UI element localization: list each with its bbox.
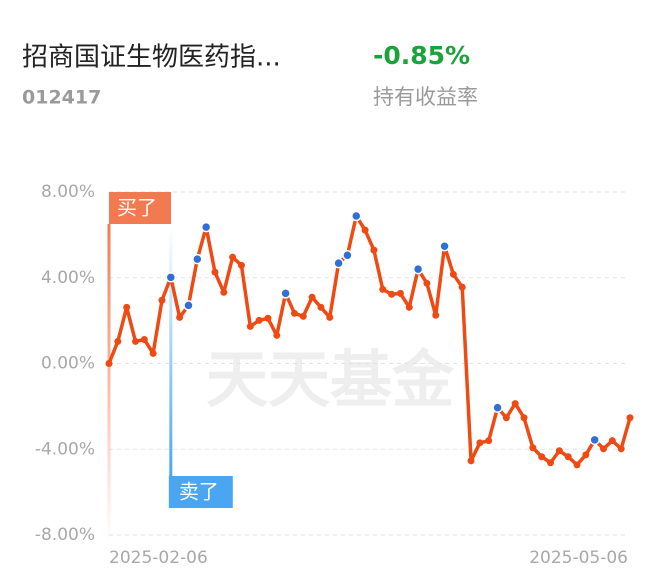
- fund-code: 012417: [22, 87, 101, 109]
- y-tick-label: 4.00%: [41, 268, 95, 288]
- point: [485, 437, 493, 445]
- point: [326, 313, 334, 321]
- point: [192, 253, 203, 265]
- annotation-text: 卖了: [179, 480, 219, 504]
- point: [114, 337, 122, 345]
- point: [299, 312, 307, 320]
- point: [547, 459, 555, 467]
- point: [492, 402, 503, 413]
- annotation-text: 买了: [117, 196, 157, 220]
- point: [502, 414, 510, 422]
- point: [589, 434, 600, 446]
- point: [165, 272, 177, 283]
- point: [264, 314, 272, 322]
- point: [237, 261, 245, 269]
- point: [317, 303, 325, 311]
- y-tick-label: -4.00%: [35, 439, 95, 459]
- point: [131, 337, 139, 345]
- y-tick-label: -8.00%: [35, 525, 95, 545]
- annotation-box: [109, 192, 171, 224]
- point: [600, 445, 608, 453]
- point: [608, 437, 616, 445]
- point: [617, 445, 625, 453]
- point: [582, 451, 590, 459]
- point: [140, 335, 148, 343]
- watermark: 天天基金: [206, 343, 455, 416]
- point: [183, 300, 194, 311]
- point: [564, 453, 572, 461]
- point: [200, 221, 212, 233]
- annotation-line: [107, 224, 111, 544]
- point: [229, 253, 237, 261]
- point: [439, 240, 450, 252]
- point: [449, 270, 457, 278]
- point: [290, 309, 298, 317]
- holding-return-label: 持有收益率: [373, 85, 478, 109]
- point: [361, 226, 369, 234]
- point: [342, 249, 353, 261]
- point: [412, 263, 424, 275]
- point: [405, 303, 413, 311]
- point: [555, 447, 563, 455]
- return-line: [107, 214, 632, 467]
- point: [255, 316, 263, 324]
- point: [149, 349, 157, 357]
- point: [476, 439, 484, 447]
- x-tick-label: 2025-05-06: [529, 548, 628, 568]
- point: [308, 293, 316, 301]
- point: [396, 289, 404, 297]
- point: [432, 311, 440, 319]
- annotation-line: [169, 225, 173, 476]
- point: [333, 257, 344, 269]
- point: [123, 303, 131, 311]
- point: [370, 246, 378, 254]
- x-tick-label: 2025-02-06: [109, 548, 208, 568]
- point: [520, 414, 528, 422]
- y-tick-label: 0.00%: [41, 354, 95, 374]
- point: [280, 288, 291, 299]
- annotation-box: [168, 476, 233, 508]
- point: [246, 322, 254, 330]
- point: [529, 444, 537, 452]
- point: [626, 414, 634, 422]
- point: [511, 400, 519, 408]
- point: [273, 331, 281, 339]
- y-tick-label: 8.00%: [41, 182, 95, 202]
- point: [176, 313, 184, 321]
- point: [105, 360, 113, 367]
- point: [538, 453, 546, 461]
- point: [351, 210, 362, 222]
- point: [467, 457, 475, 465]
- point: [379, 285, 387, 293]
- point: [211, 268, 219, 276]
- point: [158, 296, 166, 304]
- point: [573, 461, 581, 469]
- point: [220, 288, 228, 296]
- holding-return: -0.85%: [373, 41, 470, 70]
- fund-name: 招商国证生物医药指...: [22, 43, 281, 73]
- point: [423, 279, 431, 287]
- point: [388, 290, 396, 298]
- point: [458, 283, 466, 291]
